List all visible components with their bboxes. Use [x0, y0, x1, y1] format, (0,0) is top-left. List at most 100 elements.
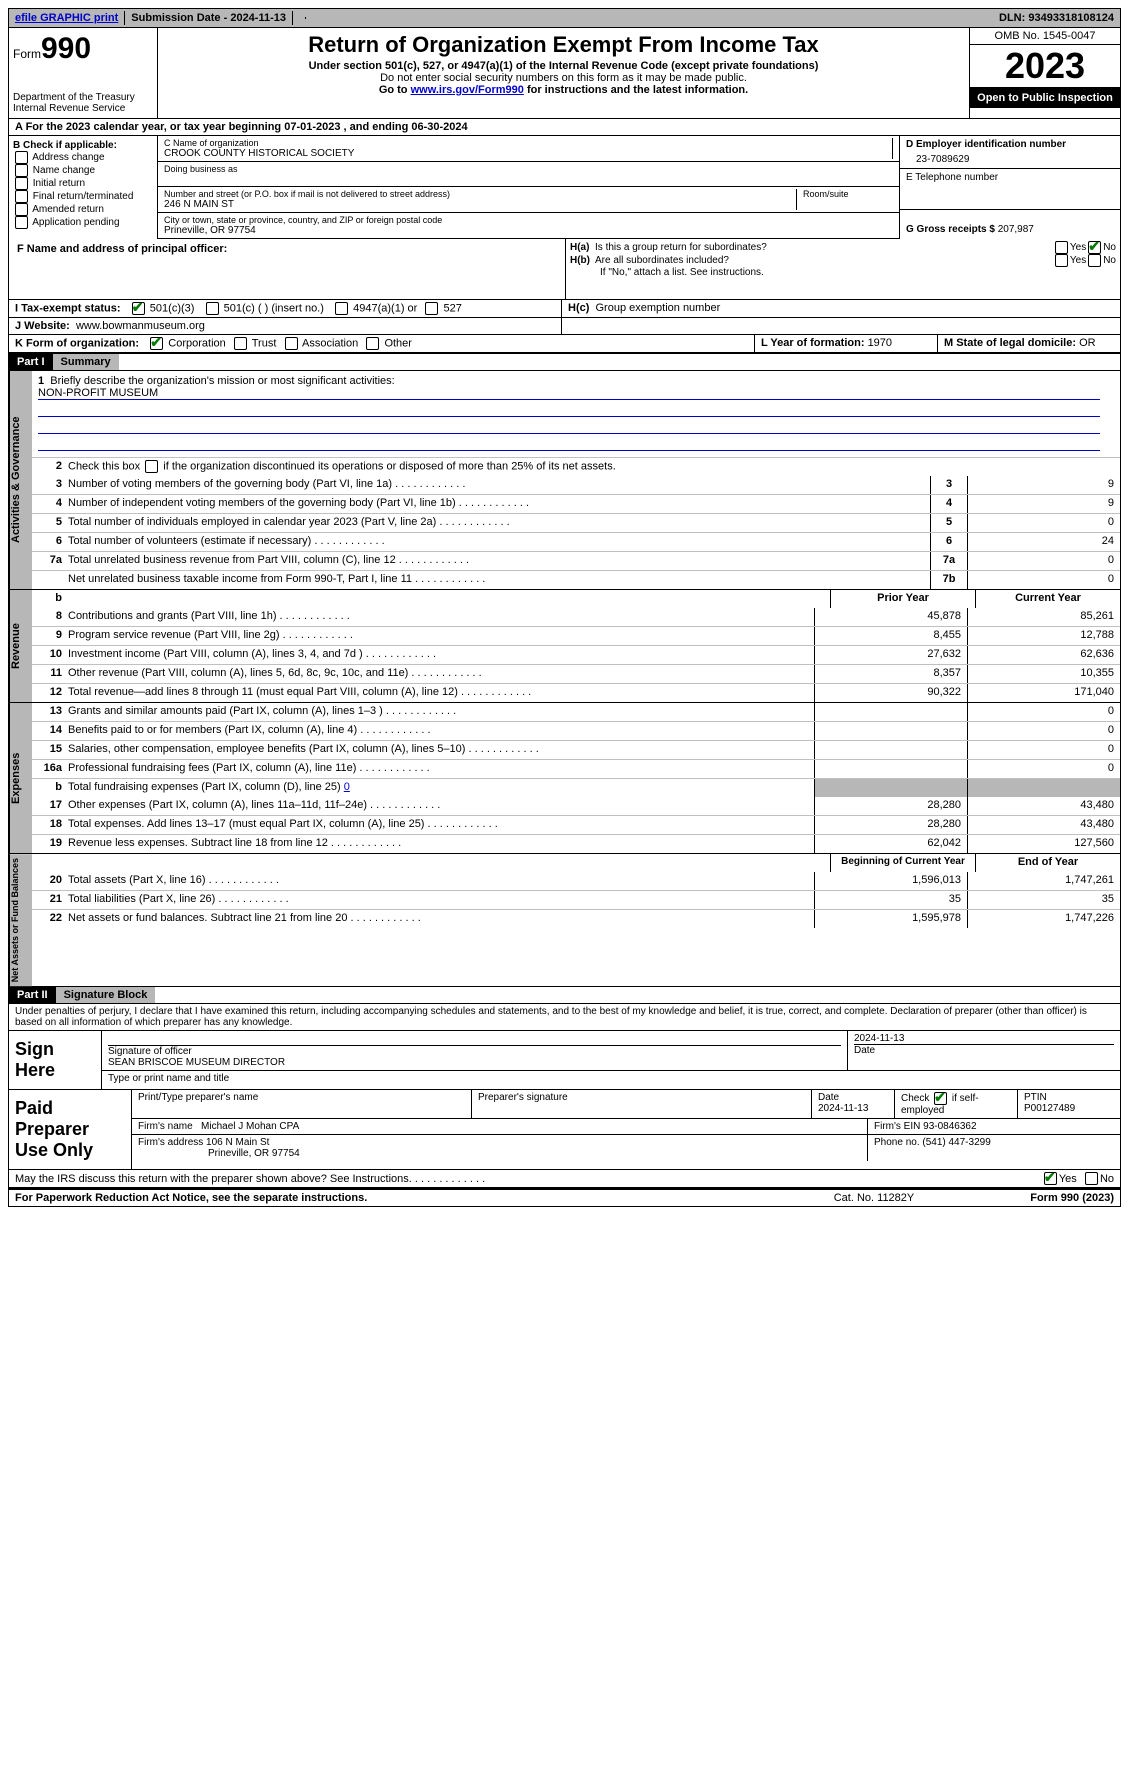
prior-year-header: Prior Year	[830, 590, 975, 608]
discuss-label: May the IRS discuss this return with the…	[15, 1173, 1042, 1185]
tax-year-range: A For the 2023 calendar year, or tax yea…	[8, 119, 1121, 136]
trust-checkbox[interactable]	[234, 337, 247, 350]
website-label: J Website:	[15, 320, 70, 332]
prior-10: 27,632	[814, 646, 967, 664]
prep-date-label: Date	[818, 1092, 888, 1103]
line-16b: Total fundraising expenses (Part IX, col…	[66, 779, 814, 797]
final-return-checkbox[interactable]	[15, 190, 28, 203]
no-label: No	[1103, 242, 1116, 253]
discuss-yes-checkbox[interactable]	[1044, 1172, 1057, 1185]
form-org-label: K Form of organization:	[15, 337, 139, 349]
ha-label: H(a) Is this a group return for subordin…	[570, 242, 1053, 253]
org-name: CROOK COUNTY HISTORICAL SOCIETY	[164, 148, 886, 159]
hc-label: H(c) Group exemption number	[562, 300, 1120, 317]
prior-18: 28,280	[814, 816, 967, 834]
value-4: 9	[967, 495, 1120, 513]
street: 246 N MAIN ST	[164, 199, 796, 210]
part-ii-title: Signature Block	[56, 987, 156, 1003]
addr-change-label: Address change	[32, 152, 104, 163]
prior-13	[814, 703, 967, 721]
tax-year: 2023	[970, 45, 1120, 88]
form-footer: Form 990 (2023)	[954, 1192, 1114, 1204]
curr-21: 35	[967, 891, 1120, 909]
end-year-header: End of Year	[975, 854, 1120, 872]
curr-22: 1,747,226	[967, 910, 1120, 928]
hb-no-checkbox[interactable]	[1088, 254, 1101, 267]
irs-label: Internal Revenue Service	[13, 103, 153, 114]
yes-label: Yes	[1070, 242, 1086, 253]
curr-13: 0	[967, 703, 1120, 721]
phone-label: Phone no.	[874, 1137, 922, 1148]
prior-19: 62,042	[814, 835, 967, 853]
irs-link[interactable]: www.irs.gov/Form990	[411, 84, 524, 96]
value-7a: 0	[967, 552, 1120, 570]
hb-label: H(b) Are all subordinates included?	[570, 255, 1053, 266]
prior-8: 45,878	[814, 608, 967, 626]
initial-return-checkbox[interactable]	[15, 177, 28, 190]
other-checkbox[interactable]	[366, 337, 379, 350]
sig-date: 2024-11-13	[854, 1033, 1114, 1045]
firm-phone: (541) 447-3299	[922, 1137, 990, 1148]
website: www.bowmanmuseum.org	[76, 320, 205, 332]
type-name-label: Type or print name and title	[102, 1071, 1120, 1086]
firm-ein: 93-0846362	[923, 1121, 976, 1132]
501c3-checkbox[interactable]	[132, 302, 145, 315]
firm-ein-label: Firm's EIN	[874, 1121, 920, 1132]
gross-receipts: 207,987	[998, 224, 1034, 235]
line-15: Salaries, other compensation, employee b…	[66, 741, 814, 759]
firm-addr2: Prineville, OR 97754	[138, 1148, 300, 1159]
curr-14: 0	[967, 722, 1120, 740]
self-employed-checkbox[interactable]	[934, 1092, 947, 1105]
part-i-label: Part I	[9, 354, 53, 370]
line-6: Total number of volunteers (estimate if …	[66, 533, 930, 551]
line-21: Total liabilities (Part X, line 26)	[66, 891, 814, 909]
501c-checkbox[interactable]	[206, 302, 219, 315]
curr-20: 1,747,261	[967, 872, 1120, 890]
assoc-checkbox[interactable]	[285, 337, 298, 350]
prior-15	[814, 741, 967, 759]
hb-yes-checkbox[interactable]	[1055, 254, 1068, 267]
4947-checkbox[interactable]	[335, 302, 348, 315]
sign-here-label: Sign Here	[9, 1031, 102, 1089]
pra-notice: For Paperwork Reduction Act Notice, see …	[15, 1192, 794, 1204]
part-ii-label: Part II	[9, 987, 56, 1003]
curr-16a: 0	[967, 760, 1120, 778]
line-4: Number of independent voting members of …	[66, 495, 930, 513]
ptin: P00127489	[1024, 1103, 1114, 1114]
header-sub3: Go to www.irs.gov/Form990 for instructio…	[164, 84, 963, 96]
form-header: Form990 Department of the Treasury Inter…	[8, 28, 1121, 119]
corp-checkbox[interactable]	[150, 337, 163, 350]
ha-yes-checkbox[interactable]	[1055, 241, 1068, 254]
efile-print-link[interactable]: efile GRAPHIC print	[9, 11, 125, 25]
mission-label: 1 Briefly describe the organization's mi…	[38, 375, 1100, 387]
line-3: Number of voting members of the governin…	[66, 476, 930, 494]
discuss-no-checkbox[interactable]	[1085, 1172, 1098, 1185]
curr-11: 10,355	[967, 665, 1120, 683]
phone-label: E Telephone number	[906, 172, 1114, 183]
firm-addr1: 106 N Main St	[206, 1137, 269, 1148]
curr-9: 12,788	[967, 627, 1120, 645]
pending-checkbox[interactable]	[15, 216, 28, 229]
dln: DLN: 93493318108124	[993, 11, 1120, 25]
ein-label: D Employer identification number	[906, 139, 1114, 150]
beginning-year-header: Beginning of Current Year	[830, 854, 975, 872]
current-year-header: Current Year	[975, 590, 1120, 608]
line-19: Revenue less expenses. Subtract line 18 …	[66, 835, 814, 853]
declaration: Under penalties of perjury, I declare th…	[8, 1004, 1121, 1031]
addr-change-checkbox[interactable]	[15, 151, 28, 164]
form-number: Form990	[13, 32, 153, 66]
name-change-checkbox[interactable]	[15, 164, 28, 177]
discontinued-checkbox[interactable]	[145, 460, 158, 473]
527-checkbox[interactable]	[425, 302, 438, 315]
ha-no-checkbox[interactable]	[1088, 241, 1101, 254]
expenses-section-label: Expenses	[9, 703, 32, 853]
curr-10: 62,636	[967, 646, 1120, 664]
form-title: Return of Organization Exempt From Incom…	[164, 32, 963, 58]
name-change-label: Name change	[33, 165, 95, 176]
prior-9: 8,455	[814, 627, 967, 645]
submission-date: Submission Date - 2024-11-13	[125, 11, 293, 25]
curr-19: 127,560	[967, 835, 1120, 853]
amended-checkbox[interactable]	[15, 203, 28, 216]
room-label: Room/suite	[803, 189, 893, 199]
line-20: Total assets (Part X, line 16)	[66, 872, 814, 890]
